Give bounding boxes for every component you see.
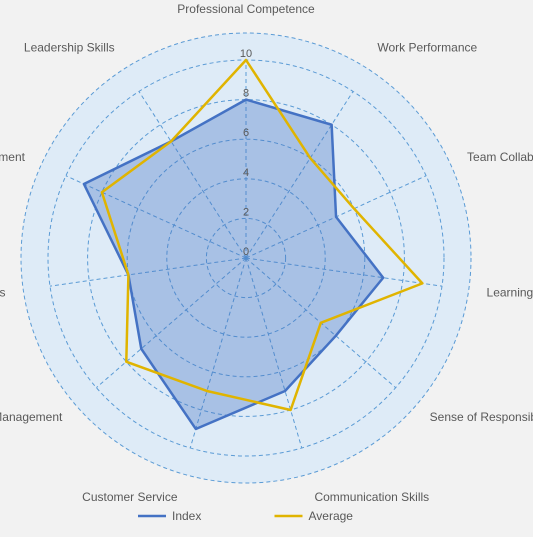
tick-label: 2 [243, 206, 249, 218]
axis-label: Self-Development [0, 150, 26, 164]
axis-label: Team Collaboration [467, 150, 533, 164]
axis-label: Communication Skills [314, 490, 429, 504]
tick-label: 8 [243, 88, 249, 100]
legend-label: Index [172, 509, 201, 523]
axis-label: Leadership Skills [24, 41, 115, 55]
axis-label: Learning Ability [487, 286, 533, 300]
axis-label: Professional Competence [177, 2, 315, 16]
axis-label: Work Performance [377, 41, 477, 55]
legend-label: Average [309, 509, 354, 523]
axis-label: Time Management [0, 410, 63, 424]
radar-svg: 0 2 4 6 8 10 Professional Competence Work Perfo… [0, 0, 533, 537]
axis-label: Work Ethics [0, 286, 5, 300]
axis-label: Customer Service [82, 490, 178, 504]
tick-label: 0 [243, 246, 249, 258]
axis-label: Sense of Responsibility [430, 410, 533, 424]
tick-label: 6 [243, 127, 249, 139]
radar-chart: 0 2 4 6 8 10 Professional Competence Work Perfo… [0, 0, 533, 537]
tick-label: 4 [243, 167, 249, 179]
tick-label: 10 [240, 48, 252, 60]
